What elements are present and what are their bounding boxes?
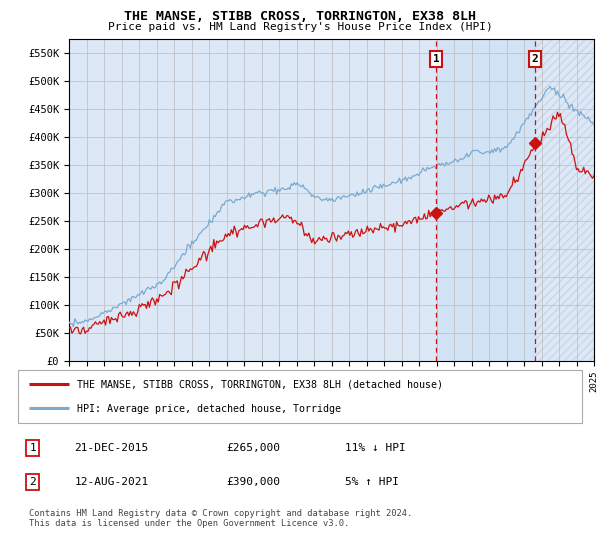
Text: 11% ↓ HPI: 11% ↓ HPI — [345, 443, 406, 453]
Text: 2: 2 — [532, 54, 538, 64]
FancyBboxPatch shape — [18, 370, 582, 423]
Text: 1: 1 — [29, 443, 36, 453]
Bar — [535, 39, 594, 361]
Text: £265,000: £265,000 — [227, 443, 281, 453]
Text: 1: 1 — [433, 54, 439, 64]
Text: Contains HM Land Registry data © Crown copyright and database right 2024.
This d: Contains HM Land Registry data © Crown c… — [29, 509, 413, 528]
Text: £390,000: £390,000 — [227, 477, 281, 487]
Text: 12-AUG-2021: 12-AUG-2021 — [74, 477, 149, 487]
Text: THE MANSE, STIBB CROSS, TORRINGTON, EX38 8LH (detached house): THE MANSE, STIBB CROSS, TORRINGTON, EX38… — [77, 380, 443, 390]
Text: 2: 2 — [29, 477, 36, 487]
Bar — [436, 39, 535, 361]
Text: Price paid vs. HM Land Registry's House Price Index (HPI): Price paid vs. HM Land Registry's House … — [107, 22, 493, 32]
Text: HPI: Average price, detached house, Torridge: HPI: Average price, detached house, Torr… — [77, 404, 341, 414]
Text: 5% ↑ HPI: 5% ↑ HPI — [345, 477, 399, 487]
Text: THE MANSE, STIBB CROSS, TORRINGTON, EX38 8LH: THE MANSE, STIBB CROSS, TORRINGTON, EX38… — [124, 10, 476, 23]
Text: 21-DEC-2015: 21-DEC-2015 — [74, 443, 149, 453]
